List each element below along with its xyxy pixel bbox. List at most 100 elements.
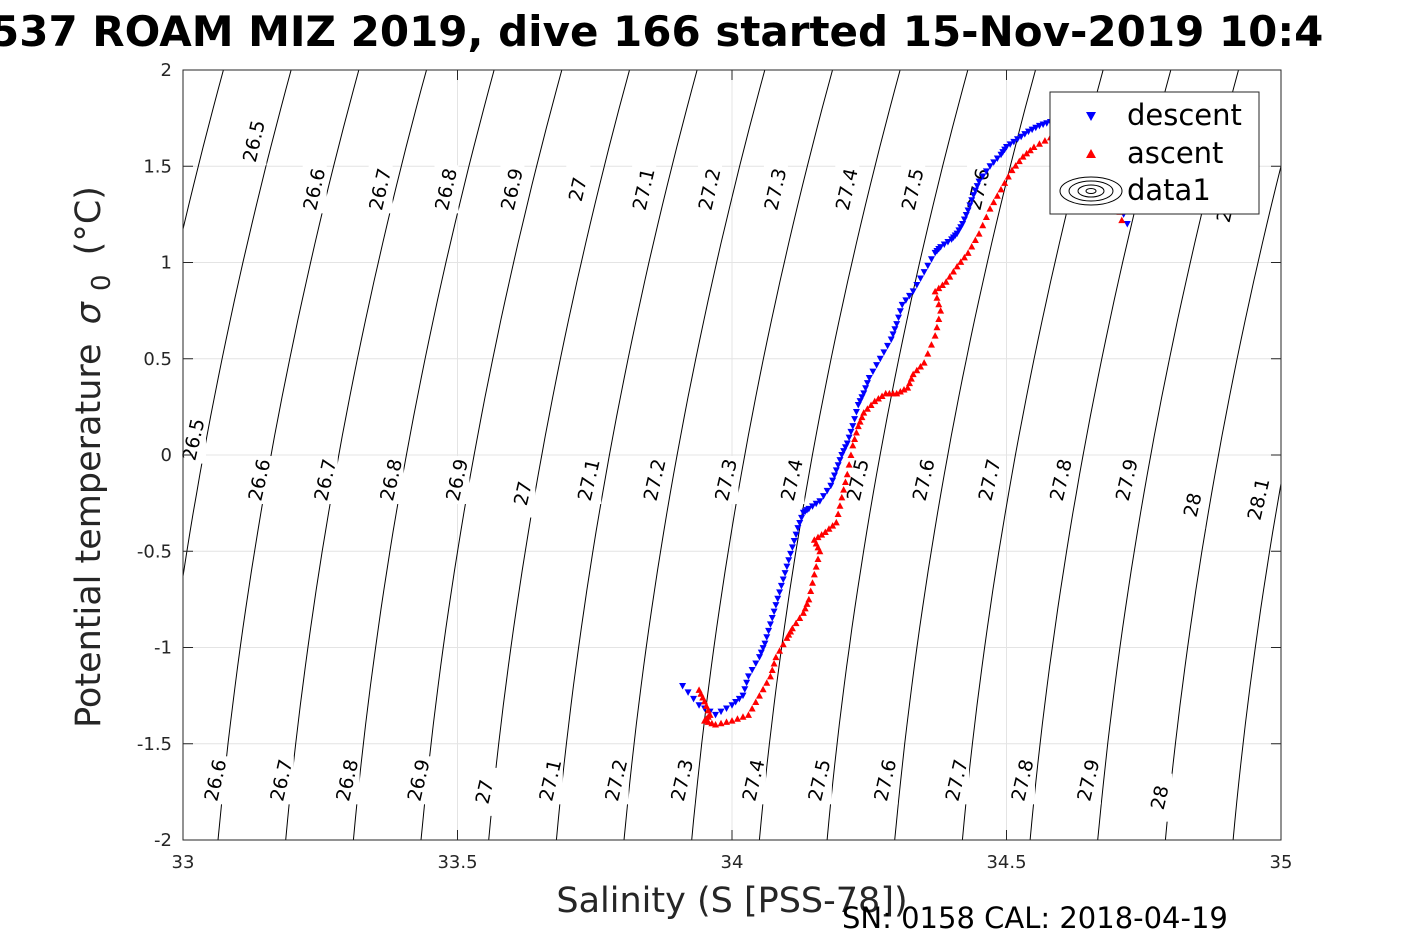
contour-label-background: [741, 756, 766, 805]
ascent-point: [766, 672, 774, 680]
descent-point: [748, 666, 756, 674]
descent-point: [913, 281, 921, 289]
ascent-point: [1023, 149, 1031, 157]
legend: descent ascent data1: [1049, 91, 1260, 215]
ascent-point: [924, 350, 932, 357]
contour-label-background: [242, 117, 267, 166]
x-axis-ticks: 33 33.5 34 34.5 35: [172, 70, 1293, 873]
legend-box: [1049, 91, 1260, 215]
ascent-point: [942, 278, 950, 285]
descent-point: [739, 692, 747, 700]
density-contour-line: [1301, 70, 1417, 840]
descent-point: [832, 467, 840, 474]
contour-label-background: [407, 756, 432, 805]
descent-point: [891, 326, 899, 333]
descent-point: [690, 695, 698, 703]
ascent-point: [960, 253, 968, 261]
y-tick-label: 1: [161, 253, 172, 274]
density-contour-line: [1164, 164, 1281, 840]
ascent-point: [878, 392, 886, 399]
ascent-point: [832, 518, 840, 526]
ascent-point: [935, 300, 943, 308]
ascent-point: [809, 579, 817, 586]
serial-calibration-footer: SN: 0158 CAL: 2018-04-19: [842, 901, 1228, 935]
ascent-point: [851, 435, 859, 442]
descent-point: [783, 563, 791, 571]
x-tick-label: 35: [1270, 852, 1293, 873]
density-contour-line: [285, 70, 427, 840]
descent-point: [884, 342, 892, 350]
ascent-point: [1008, 166, 1016, 174]
svg-text:Potential temperature σ: Potential temperature σ 0 (°C): [69, 186, 119, 728]
y-tick-label: -0.5: [137, 541, 172, 562]
contour-label-background: [1010, 756, 1035, 805]
ascent-point: [814, 555, 822, 562]
density-contour-line: [420, 70, 563, 840]
ascent-point: [1004, 173, 1012, 180]
contour-label-background: [269, 756, 294, 805]
ascent-point: [907, 375, 915, 382]
ascent-point: [840, 486, 848, 493]
descent-point: [741, 686, 749, 693]
ascent-point: [946, 273, 954, 280]
ascent-point: [953, 262, 961, 270]
ascent-point: [863, 405, 871, 412]
ascent-point: [916, 362, 924, 370]
ascent-point: [728, 717, 736, 724]
descent-point: [920, 269, 928, 276]
ascent-point: [858, 413, 866, 421]
ascent-point: [852, 429, 860, 436]
ascent-point: [982, 213, 990, 220]
ascent-point: [810, 570, 818, 578]
descent-point: [1021, 131, 1029, 138]
descent-point: [860, 390, 868, 397]
y-tick-label: 0: [161, 445, 172, 466]
descent-point: [823, 487, 831, 495]
y-axis-label-text: Potential temperature: [69, 343, 109, 727]
contour-label: 28: [1180, 491, 1207, 520]
y-tick-label: -1.5: [137, 734, 172, 755]
ascent-point: [927, 341, 935, 348]
descent-point: [830, 472, 838, 480]
descent-point: [869, 368, 877, 376]
descent-point: [862, 385, 870, 392]
contour-label-background: [434, 165, 459, 214]
contour-label-background: [1247, 475, 1272, 524]
descent-point: [849, 423, 857, 430]
y-tick-label: 1.5: [143, 156, 172, 177]
ascent-point: [812, 540, 820, 547]
ascent-point: [906, 379, 914, 387]
descent-point: [898, 301, 906, 309]
density-contour-line: [894, 70, 1036, 840]
contour-label-background: [203, 756, 228, 805]
ascent-point: [1118, 216, 1126, 224]
descent-point: [986, 163, 994, 170]
ascent-point: [971, 236, 979, 244]
descent-point: [887, 336, 895, 343]
contour-label-background: [566, 165, 591, 214]
ascent-point: [856, 418, 864, 425]
ascent-point: [816, 547, 824, 555]
descent-point: [827, 482, 835, 490]
descent-point: [728, 702, 736, 709]
descent-point: [889, 331, 897, 338]
density-contour-line: [1232, 480, 1281, 840]
contour-label: 28: [1147, 783, 1174, 812]
ascent-point: [993, 192, 1001, 199]
y-axis-label-symbol: σ: [69, 300, 109, 324]
descent-point: [1003, 144, 1010, 151]
contour-labels: 26.526.6 26.7 26.8 26.9 27 27.1 27.2 27.3 27.4 27…: [179, 117, 1275, 822]
contour-label-background: [500, 165, 525, 214]
descent-point: [843, 440, 851, 447]
contour-label-background: [1115, 456, 1140, 505]
descent-point: [829, 477, 837, 485]
descent-point: [743, 679, 751, 687]
descent-point: [744, 673, 752, 680]
descent-point: [845, 434, 853, 442]
ascent-point: [949, 267, 957, 275]
x-tick-label: 34: [721, 852, 744, 873]
legend-ascent-label: ascent: [1127, 136, 1223, 170]
y-axis-ticks: 2 1.5 1 0.5 0 -0.5 -1 -1.5 -2: [137, 60, 1281, 851]
x-tick-label: 34.5: [986, 852, 1026, 873]
